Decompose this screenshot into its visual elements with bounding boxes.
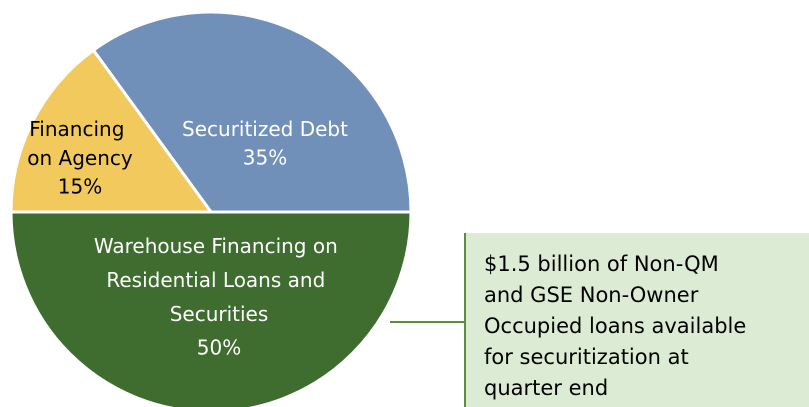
annotation-text: $1.5 billion of Non-QM and GSE Non-Owner… (484, 252, 753, 400)
pie-slice (91, 10, 413, 214)
pie-slice (9, 48, 214, 214)
slice-label: Financing on Agency (27, 117, 133, 170)
pie-slice (9, 210, 413, 407)
slice-value-label: 50% (197, 336, 241, 360)
slice-label: Securitized Debt (182, 117, 348, 141)
slice-value-label: 35% (243, 146, 287, 170)
annotation-box (465, 233, 809, 407)
slice-value-label: 15% (58, 175, 102, 199)
slice-label: Warehouse Financing on Residential Loans… (94, 234, 344, 326)
